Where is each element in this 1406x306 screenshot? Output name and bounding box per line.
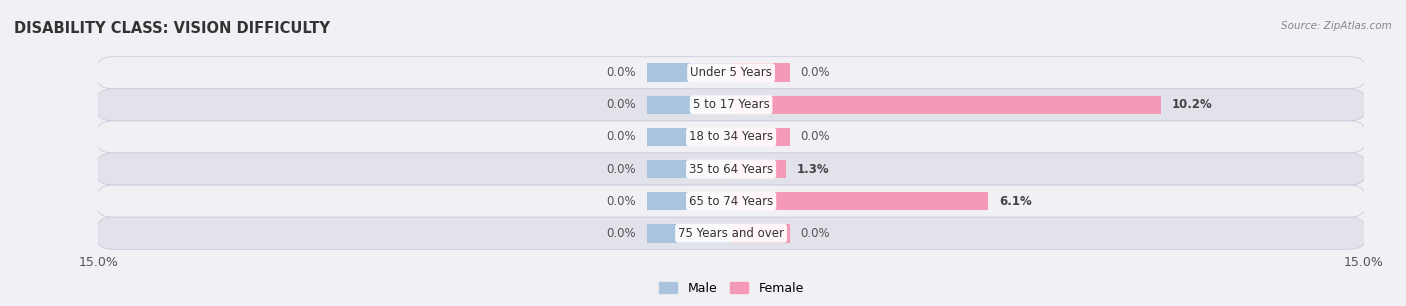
Text: 6.1%: 6.1%: [998, 195, 1032, 208]
Text: 0.0%: 0.0%: [606, 130, 636, 144]
Text: 0.0%: 0.0%: [606, 195, 636, 208]
Bar: [647, 160, 731, 178]
Bar: [731, 160, 786, 178]
Text: 1.3%: 1.3%: [796, 162, 830, 176]
Legend: Male, Female: Male, Female: [654, 277, 808, 300]
Bar: [647, 192, 731, 211]
Bar: [731, 192, 988, 211]
Text: 65 to 74 Years: 65 to 74 Years: [689, 195, 773, 208]
Text: Source: ZipAtlas.com: Source: ZipAtlas.com: [1281, 21, 1392, 32]
Text: Under 5 Years: Under 5 Years: [690, 66, 772, 79]
Bar: [647, 128, 731, 146]
Text: 5 to 17 Years: 5 to 17 Years: [693, 98, 769, 111]
Text: 0.0%: 0.0%: [606, 66, 636, 79]
Bar: [731, 95, 1161, 114]
Text: DISABILITY CLASS: VISION DIFFICULTY: DISABILITY CLASS: VISION DIFFICULTY: [14, 21, 330, 36]
Text: 0.0%: 0.0%: [800, 130, 831, 144]
FancyBboxPatch shape: [96, 153, 1365, 185]
Bar: [731, 63, 790, 82]
Bar: [647, 63, 731, 82]
Text: 0.0%: 0.0%: [606, 227, 636, 240]
Bar: [647, 95, 731, 114]
Text: 0.0%: 0.0%: [800, 66, 831, 79]
Bar: [731, 128, 790, 146]
Text: 0.0%: 0.0%: [606, 98, 636, 111]
Bar: [731, 224, 790, 243]
FancyBboxPatch shape: [96, 121, 1365, 153]
FancyBboxPatch shape: [96, 89, 1365, 121]
Text: 18 to 34 Years: 18 to 34 Years: [689, 130, 773, 144]
Text: 35 to 64 Years: 35 to 64 Years: [689, 162, 773, 176]
FancyBboxPatch shape: [96, 217, 1365, 249]
Text: 0.0%: 0.0%: [606, 162, 636, 176]
Bar: [647, 224, 731, 243]
FancyBboxPatch shape: [96, 57, 1365, 89]
Text: 0.0%: 0.0%: [800, 227, 831, 240]
Text: 10.2%: 10.2%: [1171, 98, 1212, 111]
Text: 75 Years and over: 75 Years and over: [678, 227, 785, 240]
FancyBboxPatch shape: [96, 185, 1365, 217]
